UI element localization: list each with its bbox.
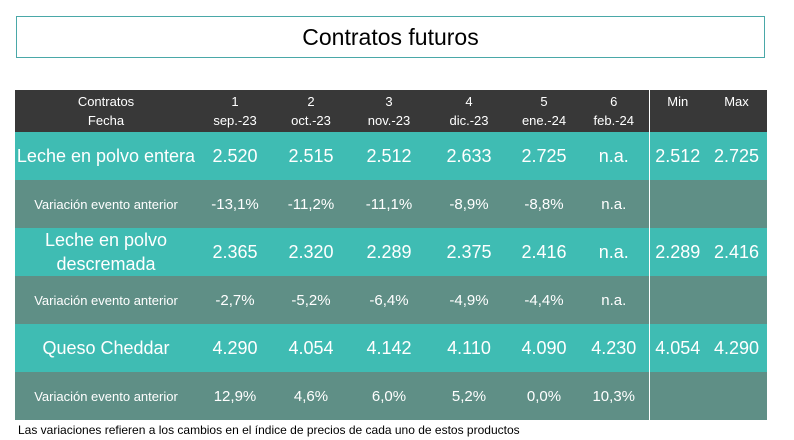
header-contract-2: 2 oct.-23 xyxy=(273,90,349,132)
table-row: Leche en polvo descremada 2.365 2.320 2.… xyxy=(15,228,767,276)
table-cell: n.a. xyxy=(579,228,649,276)
table-cell: 4.090 xyxy=(509,324,579,372)
table-row: Queso Cheddar 4.290 4.054 4.142 4.110 4.… xyxy=(15,324,767,372)
table-cell: 2.375 xyxy=(429,228,509,276)
row-label: Leche en polvo descremada xyxy=(15,228,197,276)
row-label: Variación evento anterior xyxy=(15,276,197,324)
table-row: Leche en polvo entera 2.520 2.515 2.512 … xyxy=(15,132,767,180)
table-cell: n.a. xyxy=(579,132,649,180)
min-cell xyxy=(648,180,706,228)
table-cell: 4.110 xyxy=(429,324,509,372)
table-cell: 2.633 xyxy=(429,132,509,180)
row-label: Queso Cheddar xyxy=(15,324,197,372)
table-cell: 2.365 xyxy=(197,228,273,276)
header-contract-3: 3 nov.-23 xyxy=(349,90,429,132)
table-cell: 4.230 xyxy=(579,324,649,372)
row-label: Leche en polvo entera xyxy=(15,132,197,180)
header-contract-4: 4 dic.-23 xyxy=(429,90,509,132)
max-cell xyxy=(706,276,767,324)
header-contracts-date: Contratos Fecha xyxy=(15,90,197,132)
header-row: Contratos Fecha 1 sep.-23 2 oct.-23 3 nov.-… xyxy=(15,90,767,132)
header-max: Max xyxy=(706,90,767,132)
table-cell: 2.725 xyxy=(509,132,579,180)
row-label: Variación evento anterior xyxy=(15,180,197,228)
futures-table: Contratos Fecha 1 sep.-23 2 oct.-23 3 nov.-… xyxy=(15,90,767,420)
table-cell: 2.320 xyxy=(273,228,349,276)
min-cell xyxy=(648,276,706,324)
header-min: Min xyxy=(648,90,706,132)
row-label: Variación evento anterior xyxy=(15,372,197,420)
table-cell: 4.054 xyxy=(273,324,349,372)
table-cell: 2.289 xyxy=(349,228,429,276)
min-cell: 2.289 xyxy=(648,228,706,276)
header-contract-6: 6 feb.-24 xyxy=(579,90,649,132)
table-cell: 12,9% xyxy=(197,372,273,420)
table-cell: n.a. xyxy=(579,276,649,324)
table-row: Variación evento anterior -2,7% -5,2% -6… xyxy=(15,276,767,324)
table-cell: 2.520 xyxy=(197,132,273,180)
table-cell: n.a. xyxy=(579,180,649,228)
table-title: Contratos futuros xyxy=(16,16,765,58)
table-cell: -11,2% xyxy=(273,180,349,228)
table-cell: -13,1% xyxy=(197,180,273,228)
table-cell: -4,4% xyxy=(509,276,579,324)
min-cell xyxy=(648,372,706,420)
table-cell: -11,1% xyxy=(349,180,429,228)
table-cell: 6,0% xyxy=(349,372,429,420)
table-cell: 2.515 xyxy=(273,132,349,180)
max-cell: 2.416 xyxy=(706,228,767,276)
min-cell: 4.054 xyxy=(648,324,706,372)
max-cell: 4.290 xyxy=(706,324,767,372)
table-cell: -8,9% xyxy=(429,180,509,228)
table-cell: 4.290 xyxy=(197,324,273,372)
table-cell: -8,8% xyxy=(509,180,579,228)
table-cell: -6,4% xyxy=(349,276,429,324)
table-cell: -5,2% xyxy=(273,276,349,324)
table-cell: 2.512 xyxy=(349,132,429,180)
table-row: Variación evento anterior 12,9% 4,6% 6,0… xyxy=(15,372,767,420)
table-cell: 5,2% xyxy=(429,372,509,420)
header-contract-5: 5 ene.-24 xyxy=(509,90,579,132)
min-cell: 2.512 xyxy=(648,132,706,180)
header-contract-1: 1 sep.-23 xyxy=(197,90,273,132)
max-cell: 2.725 xyxy=(706,132,767,180)
table-cell: 4.142 xyxy=(349,324,429,372)
max-cell xyxy=(706,372,767,420)
max-cell xyxy=(706,180,767,228)
table-row: Variación evento anterior -13,1% -11,2% … xyxy=(15,180,767,228)
footnote: Las variaciones refieren a los cambios e… xyxy=(18,423,520,437)
table-cell: 0,0% xyxy=(509,372,579,420)
table-cell: 4,6% xyxy=(273,372,349,420)
table-cell: 10,3% xyxy=(579,372,649,420)
table-cell: 2.416 xyxy=(509,228,579,276)
table-cell: -2,7% xyxy=(197,276,273,324)
table-cell: -4,9% xyxy=(429,276,509,324)
